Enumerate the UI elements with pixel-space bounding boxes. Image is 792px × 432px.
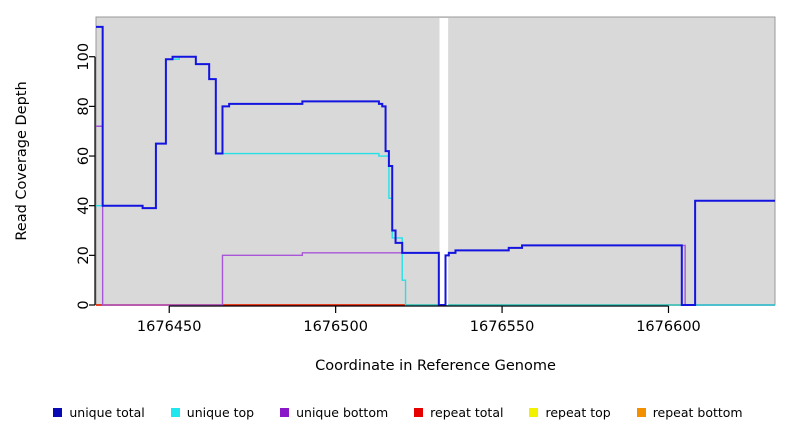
x-tick-label: 1676450 bbox=[137, 319, 202, 335]
series-line-unique-total bbox=[96, 25, 775, 306]
legend-item-unique-top[interactable]: unique top bbox=[170, 404, 255, 420]
y-tick-label: 0 bbox=[76, 300, 92, 309]
legend-label: repeat total bbox=[430, 404, 504, 420]
chart-legend: unique total unique top unique bottom repea… bbox=[0, 392, 792, 432]
coverage-chart: 0 20 40 60 80 100 1676450 1676500 1676550 1676600… bbox=[14, 16, 776, 374]
chart-area: 0 20 40 60 80 100 1676450 1676500 1676550 1676600… bbox=[14, 16, 776, 374]
y-tick-label: 100 bbox=[76, 43, 92, 71]
legend-row: unique total unique top unique bottom repea… bbox=[0, 392, 792, 432]
legend-label: repeat top bbox=[545, 404, 611, 420]
legend-swatch-icon bbox=[170, 407, 180, 417]
legend-label: unique total bbox=[69, 404, 145, 420]
axes: 0 20 40 60 80 100 1676450 1676500 1676550 1676600 bbox=[76, 43, 701, 335]
legend-swatch-icon bbox=[53, 407, 63, 417]
data-gap-region bbox=[439, 18, 449, 305]
y-tick-label: 60 bbox=[76, 147, 92, 165]
y-tick-label: 20 bbox=[76, 246, 92, 264]
legend-swatch-icon bbox=[529, 407, 539, 417]
x-axis-title: Coordinate in Reference Genome bbox=[315, 358, 556, 374]
legend-item-repeat-total[interactable]: repeat total bbox=[414, 405, 503, 420]
y-axis-title: Read Coverage Depth bbox=[14, 81, 30, 240]
legend-item-repeat-top[interactable]: repeat top bbox=[529, 404, 611, 420]
legend-item-repeat-bottom[interactable]: repeat bottom bbox=[636, 404, 743, 420]
legend-swatch-icon bbox=[280, 407, 290, 417]
legend-swatch-icon bbox=[636, 407, 646, 417]
x-tick-label: 1676600 bbox=[636, 319, 701, 335]
legend-swatch-icon bbox=[414, 407, 424, 417]
legend-label: unique top bbox=[186, 404, 255, 420]
legend-label: unique bottom bbox=[296, 404, 389, 420]
y-tick-label: 80 bbox=[76, 97, 92, 115]
legend-item-unique-bottom[interactable]: unique bottom bbox=[280, 405, 388, 420]
y-tick-label: 40 bbox=[76, 196, 92, 214]
legend-item-unique-total[interactable]: unique total bbox=[53, 404, 145, 420]
plot-panel bbox=[95, 16, 776, 306]
x-tick-label: 1676550 bbox=[470, 319, 535, 335]
legend-label: repeat bottom bbox=[652, 404, 743, 420]
x-tick-label: 1676500 bbox=[303, 319, 368, 335]
